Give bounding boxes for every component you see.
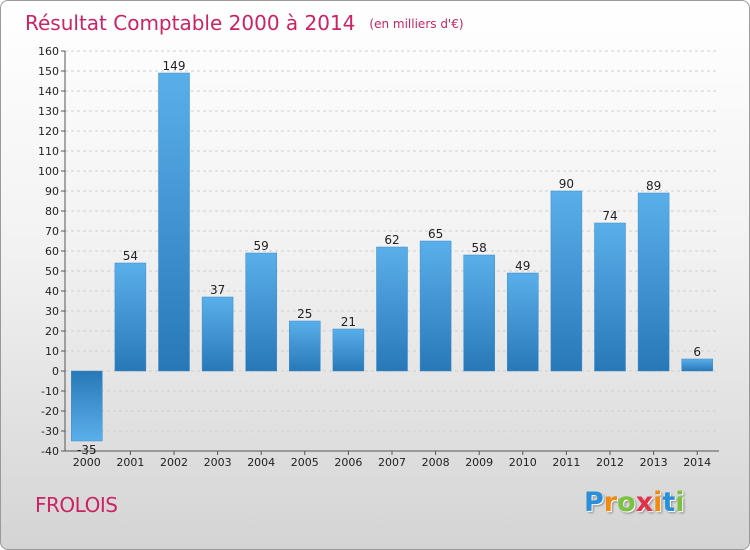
x-tick-label: 2001: [116, 456, 144, 469]
y-tick-label: -40: [41, 445, 59, 458]
y-tick-label: -10: [41, 385, 59, 398]
chart-subtitle: (en milliers d'€): [369, 17, 463, 31]
x-tick-label: 2007: [378, 456, 406, 469]
bar-2009: [463, 254, 495, 372]
bar-2005: [289, 320, 321, 372]
y-tick-label: 40: [45, 285, 59, 298]
x-tick-label: 2000: [73, 456, 101, 469]
data-label-2014: 6: [693, 345, 701, 359]
bar-2010: [507, 272, 539, 372]
x-tick-label: 2014: [683, 456, 711, 469]
x-tick-label: 2010: [509, 456, 537, 469]
brand-letter: i: [675, 487, 685, 518]
bar-2012: [594, 222, 626, 372]
data-label-2003: 37: [210, 283, 225, 297]
x-tick-label: 2005: [291, 456, 319, 469]
data-label-2007: 62: [384, 233, 399, 247]
data-label-2006: 21: [341, 315, 356, 329]
bar-2004: [245, 252, 277, 372]
data-label-2004: 59: [254, 239, 269, 253]
brand-letter: P: [584, 487, 604, 518]
x-tick-label: 2006: [334, 456, 362, 469]
chart-title: Résultat Comptable 2000 à 2014: [25, 11, 355, 35]
data-label-2009: 58: [472, 241, 487, 255]
y-tick-label: 60: [45, 245, 59, 258]
data-label-2008: 65: [428, 227, 443, 241]
data-label-2013: 89: [646, 179, 661, 193]
y-tick-label: 10: [45, 345, 59, 358]
y-tick-label: 100: [38, 165, 59, 178]
y-tick-label: 30: [45, 305, 59, 318]
bar-2007: [376, 246, 408, 372]
x-axis: 2000 2001 2002 2003 2004 2005 2006 2007 2008 2009…: [73, 451, 711, 469]
bar-2011: [550, 190, 583, 372]
bar-2001: [114, 262, 147, 372]
x-tick-label: 2002: [160, 456, 188, 469]
x-tick-label: 2004: [247, 456, 275, 469]
brand-letter: i: [653, 487, 663, 518]
y-tick-label: 80: [45, 205, 59, 218]
commune-name: FROLOIS: [35, 493, 118, 517]
bar-2003: [201, 296, 234, 372]
x-tick-label: 2012: [596, 456, 624, 469]
data-label-2002: 149: [163, 59, 186, 73]
bar-2000: [71, 370, 103, 442]
y-tick-label: 150: [38, 65, 59, 78]
brand-letter: x: [635, 487, 654, 518]
brand-letter: r: [603, 487, 618, 518]
y-tick-label: 0: [52, 365, 59, 378]
y-tick-label: 110: [38, 145, 59, 158]
data-label-2000: -35: [77, 443, 97, 457]
bar-2002: [158, 72, 190, 372]
y-tick-label: 160: [38, 45, 59, 58]
data-label-2011: 90: [559, 177, 574, 191]
bar-2008: [419, 240, 452, 372]
bars: [71, 72, 713, 442]
data-label-2010: 49: [515, 259, 530, 273]
bar-2014: [681, 358, 713, 372]
y-tick-label: -30: [41, 425, 59, 438]
data-label-2001: 54: [123, 249, 138, 263]
x-tick-label: 2003: [204, 456, 232, 469]
data-label-2005: 25: [297, 307, 312, 321]
x-tick-label: 2013: [640, 456, 668, 469]
y-tick-label: 130: [38, 105, 59, 118]
brand-logo: Proxiti: [584, 487, 685, 518]
data-labels: -35 54 149 37 59 25 21 62 65 58 49 90 74 89 6: [77, 59, 701, 457]
x-tick-label: 2011: [552, 456, 580, 469]
x-tick-label: 2008: [422, 456, 450, 469]
y-tick-label: 140: [38, 85, 59, 98]
brand-letter: o: [617, 487, 636, 518]
x-tick-label: 2009: [465, 456, 493, 469]
brand-letter: t: [662, 487, 676, 518]
y-tick-label: 20: [45, 325, 59, 338]
y-tick-label: 70: [45, 225, 59, 238]
y-tick-label: 90: [45, 185, 59, 198]
y-tick-label: 120: [38, 125, 59, 138]
y-tick-label: -20: [41, 405, 59, 418]
bar-2013: [637, 192, 670, 372]
data-label-2012: 74: [602, 209, 617, 223]
y-tick-label: 50: [45, 265, 59, 278]
bar-2006: [332, 328, 365, 372]
